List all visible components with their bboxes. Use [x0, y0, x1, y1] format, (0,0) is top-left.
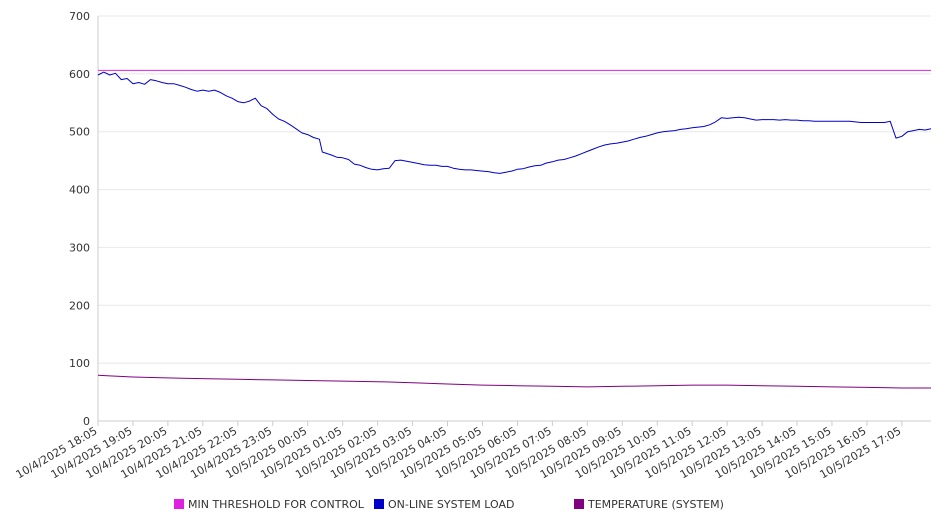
legend-swatch [574, 499, 584, 509]
y-tick-labels: 0 100 200 300 400 500 600 700 [69, 10, 90, 428]
y-tick-label: 100 [69, 357, 90, 370]
series-lines [97, 69, 932, 389]
y-tick-label: 300 [69, 241, 90, 254]
gridlines [98, 15, 931, 364]
series-line-2 [97, 374, 931, 389]
y-tick-label: 700 [69, 10, 90, 23]
y-tick-label: 0 [83, 415, 90, 428]
legend-item: MIN THRESHOLD FOR CONTROL [174, 498, 364, 511]
axes [97, 16, 931, 422]
legend-item: ON-LINE SYSTEM LOAD [374, 498, 514, 511]
legend-item: TEMPERATURE (SYSTEM) [574, 498, 724, 511]
legend: MIN THRESHOLD FOR CONTROL ON-LINE SYSTEM … [0, 498, 946, 514]
legend-swatch [174, 499, 184, 509]
y-tick-label: 400 [69, 184, 90, 197]
legend-swatch [374, 499, 384, 509]
legend-label: TEMPERATURE (SYSTEM) [588, 498, 724, 511]
y-tick-label: 200 [69, 299, 90, 312]
legend-label: ON-LINE SYSTEM LOAD [388, 498, 515, 511]
series-line-1 [97, 71, 932, 174]
y-tick-label: 600 [69, 68, 90, 81]
y-tick-label: 500 [69, 126, 90, 139]
legend-label: MIN THRESHOLD FOR CONTROL [188, 498, 364, 511]
